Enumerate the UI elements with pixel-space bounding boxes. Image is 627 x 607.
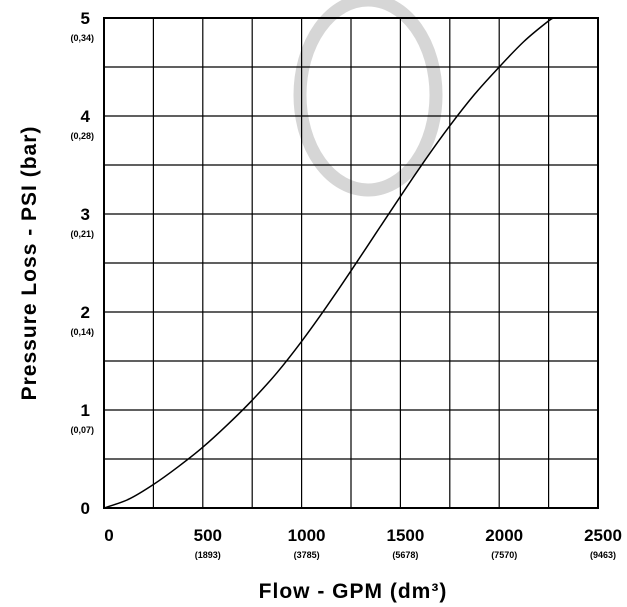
x-tick-label: 2500 <box>584 526 622 545</box>
x-tick-sublabel: (1893) <box>195 550 221 560</box>
y-axis-ticks: 0 1 (0,07) 2 (0,14) 3 (0,21) 4 (0,28) 5 (0,34) <box>70 9 94 518</box>
y-tick-label: 5 <box>81 9 90 28</box>
y-tick-label: 2 <box>81 303 90 322</box>
y-tick-sublabel: (0,14) <box>70 327 94 337</box>
y-axis-label: Pressure Loss - PSI (bar) <box>18 126 41 401</box>
plot-frame <box>103 17 599 509</box>
grid-lines <box>104 18 598 508</box>
y-tick-sublabel: (0,07) <box>70 425 94 435</box>
x-tick-label: 1000 <box>288 526 326 545</box>
x-tick-label: 0 <box>104 526 113 545</box>
x-tick-label: 2000 <box>485 526 523 545</box>
x-tick-sublabel: (9463) <box>590 550 616 560</box>
y-tick-sublabel: (0,28) <box>70 131 94 141</box>
pressure-loss-curve <box>103 17 555 509</box>
x-tick-label: 1500 <box>386 526 424 545</box>
x-tick-sublabel: (7570) <box>491 550 517 560</box>
y-tick-sublabel: (0,34) <box>70 33 94 43</box>
y-tick-label: 3 <box>81 205 90 224</box>
x-tick-sublabel: (5678) <box>392 550 418 560</box>
watermark-ring <box>293 0 443 197</box>
y-tick-sublabel: (0,21) <box>70 229 94 239</box>
x-tick-sublabel: (3785) <box>294 550 320 560</box>
x-tick-label: 500 <box>194 526 222 545</box>
x-axis-ticks: 0 500 (1893) 1000 (3785) 1500 (5678) 2000 (7570)… <box>104 526 622 560</box>
x-axis-label: Flow - GPM (dm³) <box>259 580 448 603</box>
y-tick-label: 1 <box>81 401 90 420</box>
y-tick-label: 0 <box>81 499 90 518</box>
y-tick-label: 4 <box>81 107 91 126</box>
